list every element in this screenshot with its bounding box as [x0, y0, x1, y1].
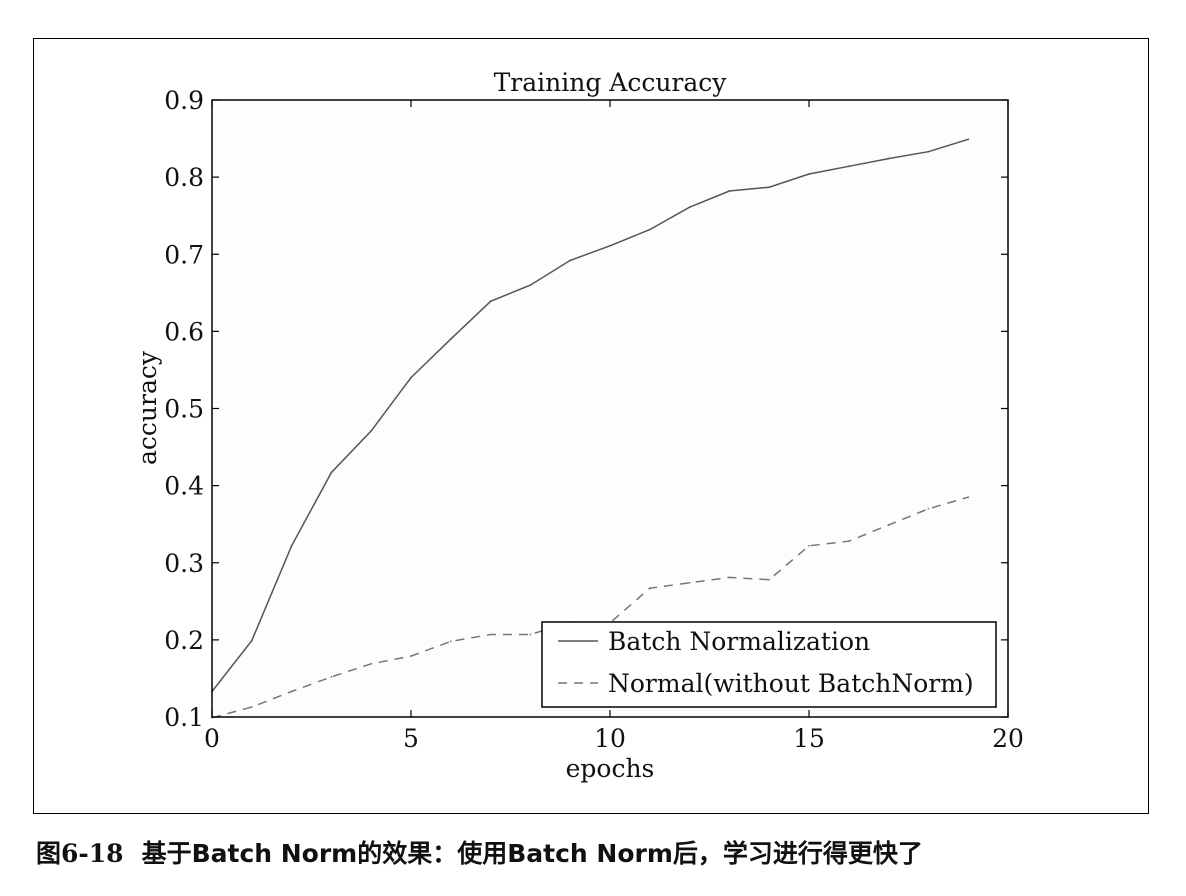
data-point: [648, 587, 651, 590]
data-point: [648, 228, 651, 231]
y-tick-label: 0.2: [164, 626, 204, 655]
data-point: [768, 186, 771, 189]
data-point: [330, 675, 333, 678]
chart-title: Training Accuracy: [494, 68, 728, 97]
data-point: [449, 338, 452, 340]
y-tick-label: 0.8: [164, 163, 204, 192]
data-point: [410, 655, 412, 657]
data-point: [569, 259, 572, 262]
y-tick-label: 0.5: [164, 395, 204, 424]
data-point: [330, 471, 333, 474]
x-tick-label: 15: [793, 724, 825, 753]
plot-background: [212, 100, 1008, 717]
ticks-layer: 0.1 0.2 0.3 0.4 0.5 0.6 0.7 0.8 0.9 0 5 10 15 20: [164, 86, 1024, 753]
x-tick-label: 0: [204, 724, 220, 753]
figure-caption: 图6-18 基于Batch Norm的效果：使用Batch Norm后，学习进行得…: [36, 834, 923, 870]
data-point: [529, 633, 532, 636]
data-point: [489, 300, 492, 303]
y-tick-label: 0.4: [164, 472, 204, 501]
legend: Batch Normalization Normal(without Batch…: [541, 621, 997, 708]
data-point: [370, 662, 373, 665]
legend-label-batch-normalization: Batch Normalization: [608, 627, 870, 656]
data-point: [290, 690, 293, 693]
data-point: [768, 578, 771, 581]
series-line-batch-normalization: [211, 138, 969, 692]
data-point: [808, 544, 810, 547]
y-tick-label: 0.3: [164, 549, 204, 578]
data-point: [967, 138, 970, 141]
data-point: [609, 244, 611, 247]
data-point: [728, 576, 731, 579]
data-point: [410, 376, 412, 379]
y-tick-label: 0.7: [164, 240, 204, 269]
data-point: [449, 640, 452, 643]
figure-caption-text: 基于Batch Norm的效果：使用Batch Norm后，学习进行得更快了: [141, 839, 923, 868]
data-point: [927, 507, 930, 510]
x-tick-label: 10: [594, 724, 626, 753]
y-tick-label: 0.1: [164, 703, 204, 732]
legend-box: [541, 621, 997, 708]
data-point: [250, 639, 253, 642]
data-point: [847, 540, 850, 543]
x-tick-label: 5: [403, 724, 419, 753]
data-point: [927, 150, 930, 153]
data-point: [370, 429, 373, 432]
data-point: [887, 524, 890, 526]
x-axis-label: epochs: [566, 754, 655, 783]
data-point: [688, 581, 691, 584]
x-tick-label: 20: [992, 724, 1024, 753]
data-point: [808, 173, 810, 175]
legend-label-normal-without-batchnorm: Normal(without BatchNorm): [608, 669, 974, 698]
data-point: [847, 165, 850, 168]
figure-number: 图6-18: [36, 839, 124, 868]
data-point: [688, 206, 691, 209]
data-point: [489, 633, 492, 636]
y-tick-label: 0.9: [164, 86, 204, 115]
data-point: [728, 190, 731, 192]
data-point: [529, 284, 532, 286]
data-point: [250, 706, 253, 708]
data-point: [887, 157, 890, 160]
y-tick-label: 0.6: [164, 317, 204, 346]
data-point: [967, 496, 970, 499]
y-axis-label: accuracy: [133, 350, 162, 465]
plot-frame: [211, 99, 1009, 718]
data-point: [290, 544, 293, 547]
